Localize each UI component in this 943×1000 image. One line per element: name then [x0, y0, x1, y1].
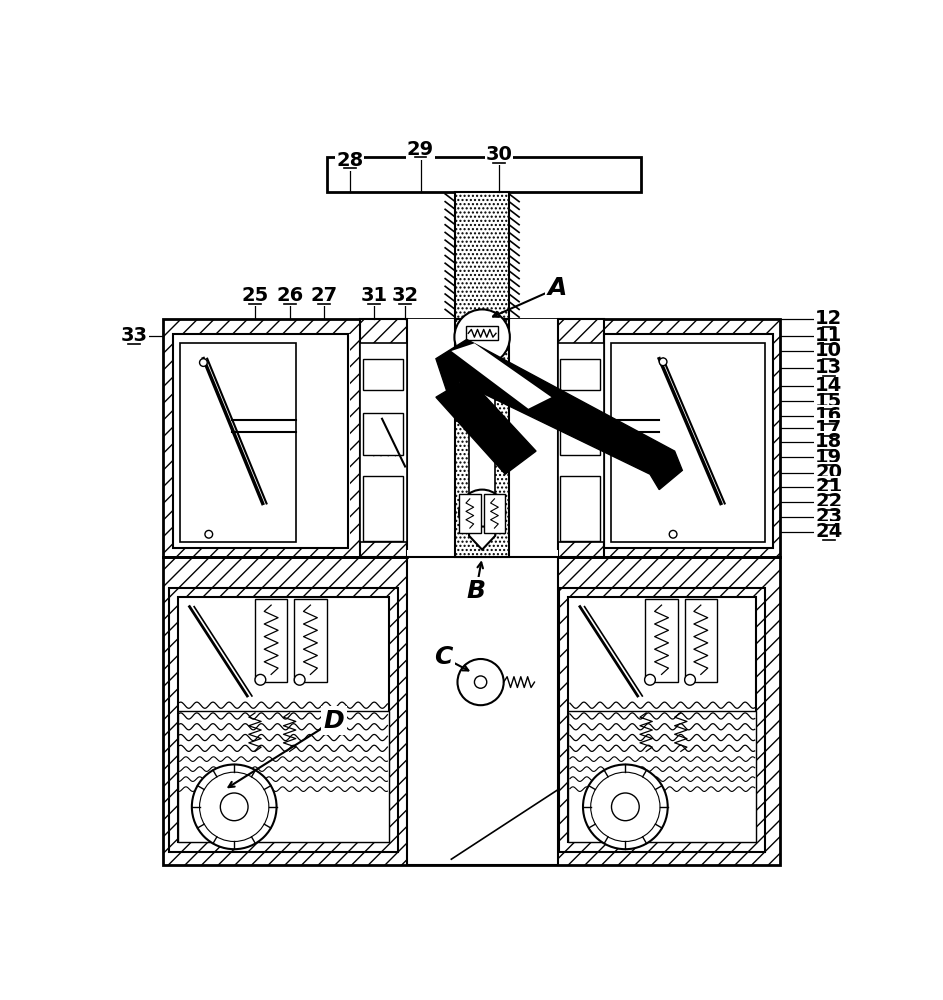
Text: 17: 17 [815, 418, 842, 438]
Text: 31: 31 [361, 286, 388, 305]
Circle shape [685, 674, 695, 685]
Circle shape [205, 530, 212, 538]
Text: 18: 18 [815, 432, 842, 451]
Text: 16: 16 [815, 406, 842, 425]
Bar [360, 319, 406, 557]
Circle shape [457, 659, 504, 705]
Bar [455, 192, 509, 319]
Bar [294, 599, 326, 682]
Circle shape [255, 674, 266, 685]
Text: 26: 26 [276, 286, 304, 305]
Bar [560, 413, 600, 455]
Bar [560, 359, 600, 389]
Bar [178, 597, 389, 842]
Bar [406, 319, 557, 557]
Bar [173, 334, 350, 548]
Text: A: A [548, 276, 568, 300]
Text: 30: 30 [486, 145, 512, 164]
Bar [326, 157, 640, 192]
Bar [560, 476, 600, 541]
Text: 22: 22 [815, 492, 842, 511]
Bar [169, 588, 398, 852]
Bar [565, 334, 773, 548]
Bar [173, 334, 348, 548]
Bar [360, 343, 406, 542]
Text: 32: 32 [391, 286, 419, 305]
Circle shape [645, 674, 655, 685]
Circle shape [455, 309, 510, 365]
Circle shape [670, 530, 677, 538]
Text: 23: 23 [815, 507, 842, 526]
Bar [162, 557, 780, 865]
Circle shape [191, 764, 276, 849]
Bar [557, 343, 604, 542]
Circle shape [200, 359, 207, 366]
Text: 27: 27 [311, 286, 338, 305]
Bar [611, 343, 766, 542]
Bar [559, 588, 766, 852]
Bar [363, 413, 403, 455]
Text: 12: 12 [815, 309, 842, 328]
Text: 19: 19 [815, 448, 842, 467]
Circle shape [590, 772, 660, 841]
Text: 20: 20 [815, 463, 842, 482]
Bar [178, 711, 389, 842]
Text: 11: 11 [815, 326, 842, 345]
Bar [255, 599, 288, 682]
Text: 10: 10 [815, 342, 842, 360]
Circle shape [474, 676, 487, 688]
Polygon shape [436, 339, 683, 490]
Circle shape [611, 793, 639, 821]
Text: 25: 25 [241, 286, 269, 305]
Text: C: C [435, 645, 453, 669]
Text: 33: 33 [121, 326, 148, 345]
Text: 14: 14 [815, 376, 842, 395]
Bar [363, 359, 403, 389]
Polygon shape [436, 378, 536, 474]
Circle shape [221, 793, 248, 821]
Bar [484, 494, 505, 533]
Bar [604, 334, 773, 548]
Circle shape [659, 358, 667, 366]
Bar [645, 599, 678, 682]
Circle shape [583, 764, 668, 849]
Text: 29: 29 [407, 140, 434, 159]
Bar [569, 711, 756, 842]
Circle shape [459, 490, 505, 536]
Text: 24: 24 [815, 522, 842, 541]
Bar [466, 326, 498, 340]
Bar [180, 343, 296, 542]
Bar [459, 494, 481, 533]
Polygon shape [452, 343, 552, 409]
Polygon shape [469, 527, 495, 550]
Circle shape [294, 674, 305, 685]
Bar [569, 597, 756, 842]
Text: D: D [323, 709, 345, 733]
Bar [406, 557, 557, 865]
Bar [469, 355, 495, 524]
Text: 21: 21 [815, 477, 842, 496]
Bar [363, 476, 403, 541]
Bar [162, 319, 780, 557]
Text: 15: 15 [815, 392, 842, 411]
Bar [557, 319, 604, 557]
Bar [406, 550, 557, 865]
Text: B: B [467, 579, 486, 603]
Text: 13: 13 [815, 358, 842, 377]
Text: 28: 28 [336, 151, 363, 170]
Circle shape [200, 772, 269, 841]
Bar [685, 599, 717, 682]
Bar [455, 319, 509, 557]
